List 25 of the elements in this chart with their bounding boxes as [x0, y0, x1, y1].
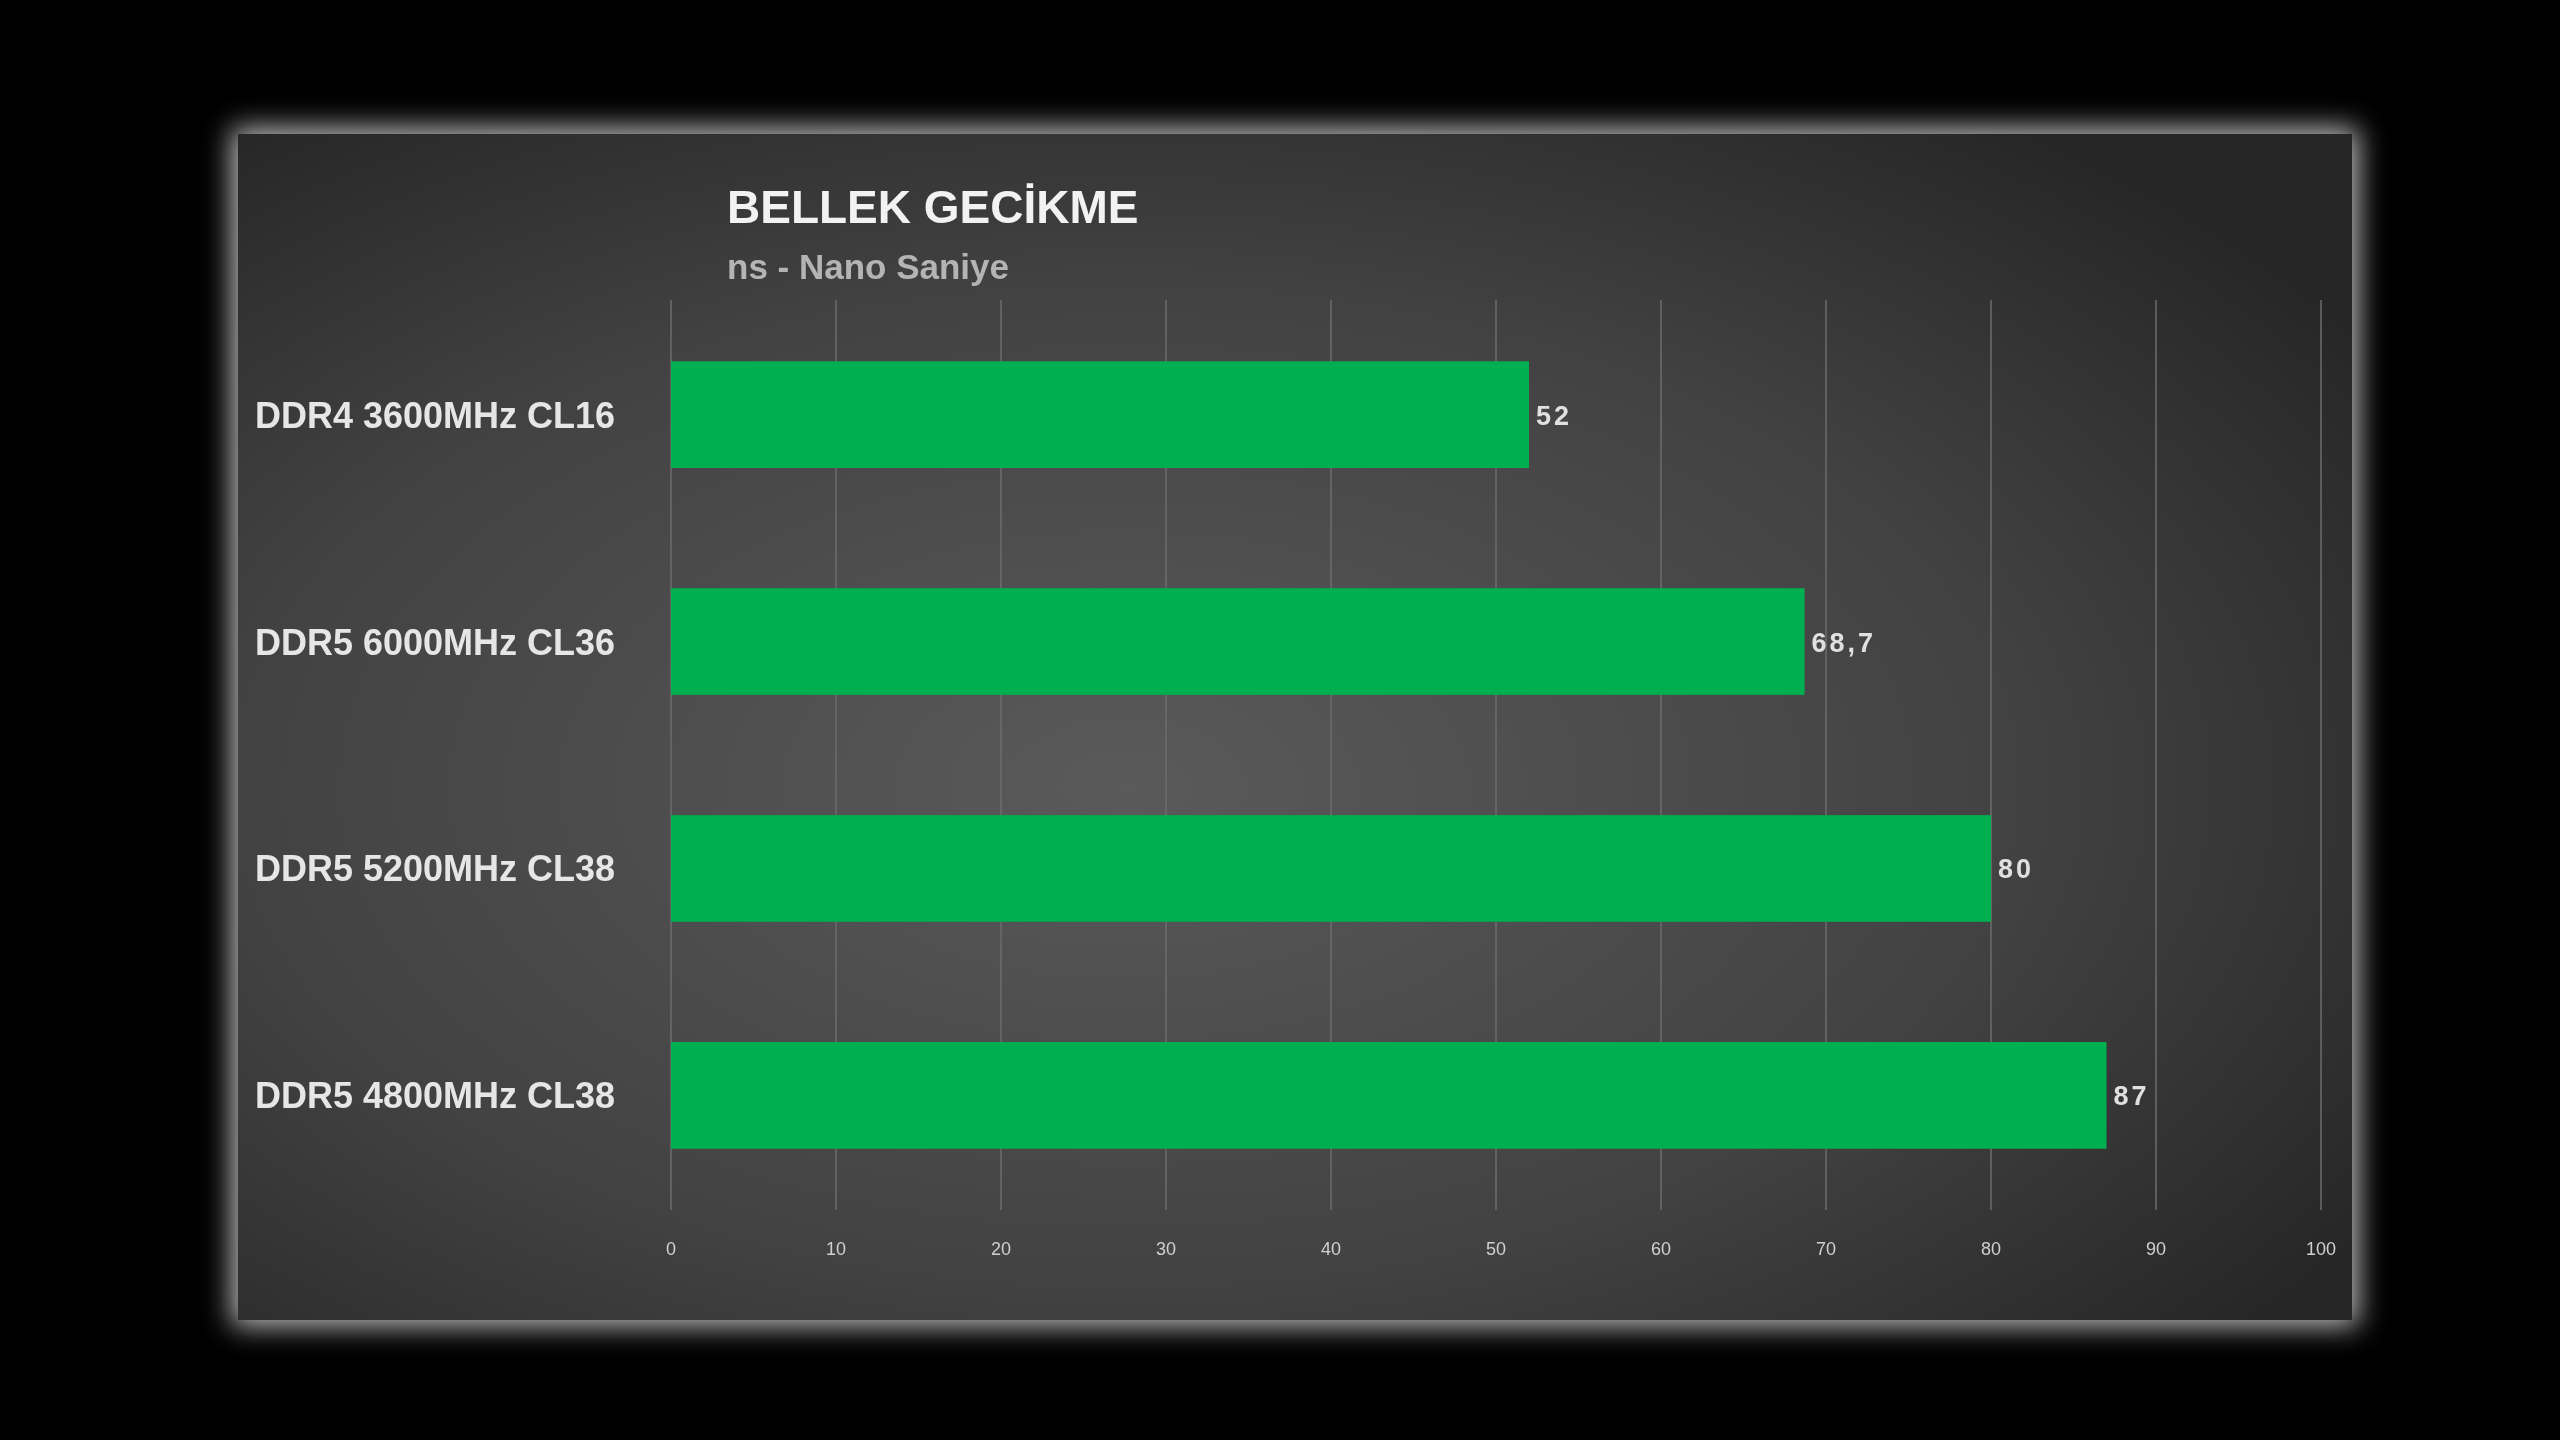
chart-title: BELLEK GECİKME — [727, 181, 1139, 233]
y-tick-label: DDR4 3600MHz CL16 — [255, 394, 616, 436]
y-tick-label: DDR5 5200MHz CL38 — [255, 847, 616, 889]
x-tick-label: 70 — [1815, 1239, 1837, 1259]
bar — [671, 588, 1805, 695]
x-tick-label: 0 — [665, 1239, 677, 1259]
x-tick-label: 10 — [825, 1239, 847, 1259]
bar — [671, 1042, 2107, 1149]
data-label: 80 — [1998, 854, 2035, 885]
x-tick-label: 80 — [1980, 1239, 2002, 1259]
y-tick-label: DDR5 4800MHz CL38 — [255, 1074, 616, 1116]
data-label: 68,7 — [1811, 627, 1877, 658]
data-label: 52 — [1536, 400, 1573, 431]
bar — [671, 361, 1529, 468]
data-label: 87 — [2113, 1081, 2150, 1112]
x-tick-label: 20 — [990, 1239, 1012, 1259]
x-tick-label: 30 — [1155, 1239, 1177, 1259]
x-tick-label: 60 — [1650, 1239, 1672, 1259]
y-tick-label: DDR5 6000MHz CL36 — [255, 621, 616, 663]
x-tick-label: 90 — [2145, 1239, 2167, 1259]
x-tick-label: 40 — [1320, 1239, 1342, 1259]
chart-subtitle: ns - Nano Saniye — [727, 247, 1010, 286]
x-tick-label: 50 — [1485, 1239, 1507, 1259]
bar — [671, 815, 1991, 922]
x-tick-label: 100 — [2305, 1239, 2337, 1259]
